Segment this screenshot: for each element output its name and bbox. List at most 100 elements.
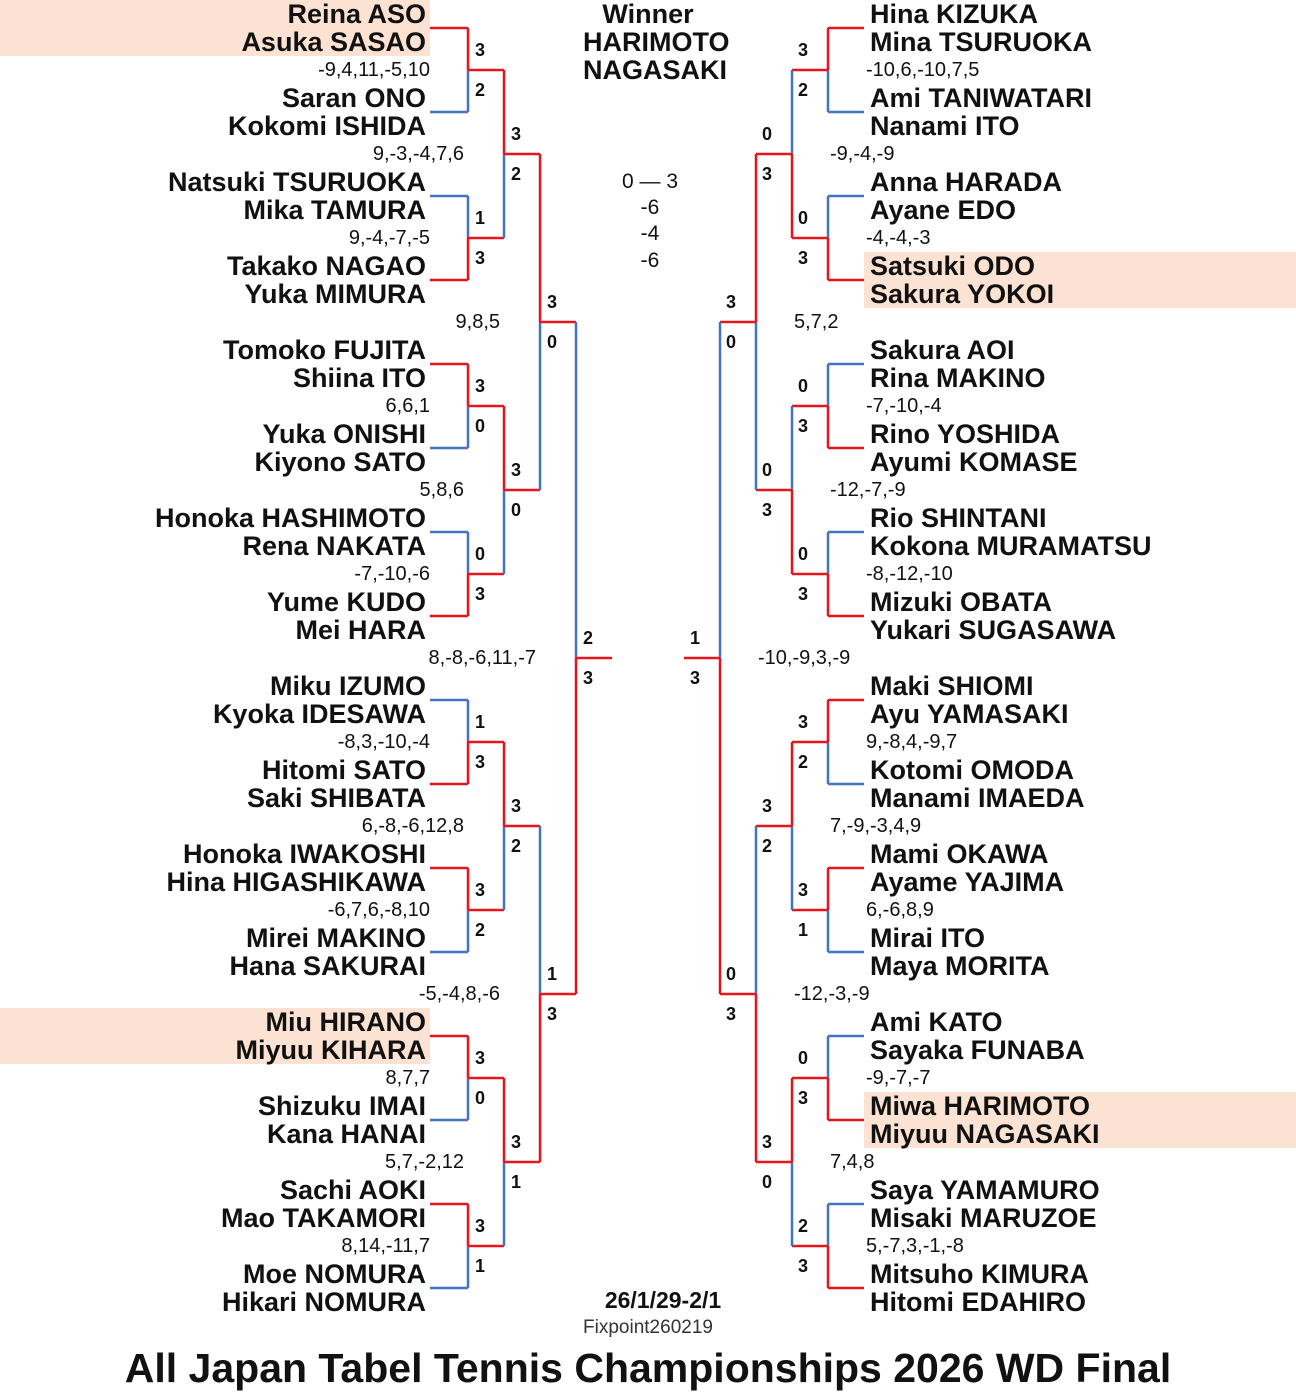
player-name: Tomoko FUJITA [223, 335, 426, 365]
game-scores: 7,4,8 [830, 1151, 875, 1173]
player-name: Miyuu NAGASAKI [870, 1119, 1100, 1149]
match-score-bottom: 0 [475, 1088, 486, 1108]
game-scores: -9,-7,-7 [866, 1067, 931, 1089]
game-scores: 6,-6,8,9 [866, 899, 934, 921]
player-name: Kiyono SATO [254, 447, 426, 477]
game-scores: 9,8,5 [455, 311, 500, 333]
match-score-top: 1 [547, 964, 558, 984]
player-name: Moe NOMURA [243, 1259, 426, 1289]
player-name: Maya MORITA [870, 951, 1050, 981]
winner-name-2: NAGASAKI [583, 55, 728, 85]
player-name: Maki SHIOMI [870, 671, 1034, 701]
player-name: Asuka SASAO [241, 27, 426, 57]
game-scores: 8,14,-11,7 [341, 1235, 430, 1257]
match-score-bottom: 0 [475, 416, 486, 436]
player-name: Miku IZUMO [270, 671, 426, 701]
player-name: Rina MAKINO [870, 363, 1046, 393]
player-name: Mizuki OBATA [870, 587, 1052, 617]
match-score-top: 0 [798, 1048, 809, 1068]
player-name: Saki SHIBATA [246, 783, 426, 813]
match-score-top: 3 [475, 1048, 486, 1068]
player-name: Kokona MURAMATSU [870, 531, 1152, 561]
player-name: Mina TSURUOKA [870, 27, 1092, 57]
match-score-bottom: 3 [762, 500, 773, 520]
match-score-top: 0 [798, 544, 809, 564]
player-name: Satsuki ODO [870, 251, 1036, 281]
match-score-top: 0 [726, 964, 737, 984]
highlight-pair [0, 0, 430, 56]
match-score-top: 3 [762, 796, 773, 816]
match-score-bottom: 1 [511, 1172, 522, 1192]
game-scores: 5,-7,3,-1,-8 [866, 1235, 964, 1257]
player-name: Hitomi SATO [261, 755, 426, 785]
match-score-top: 3 [798, 40, 809, 60]
player-name: Saran ONO [281, 83, 426, 113]
final-game-3: -6 [640, 249, 660, 272]
match-score-bottom: 3 [475, 584, 486, 604]
match-score-bottom: 2 [511, 164, 522, 184]
player-name: Miwa HARIMOTO [870, 1091, 1091, 1121]
player-name: Mao TAKAMORI [221, 1203, 426, 1233]
player-name: Kokomi ISHIDA [227, 111, 426, 141]
match-score-bottom: 0 [726, 332, 737, 352]
game-scores: -8,3,-10,-4 [337, 731, 430, 753]
match-score-bottom: 2 [475, 920, 486, 940]
player-name: Mami OKAWA [870, 839, 1049, 869]
player-name: Sayaka FUNABA [870, 1035, 1085, 1065]
game-scores: 6,6,1 [385, 395, 430, 417]
game-scores: -4,-4,-3 [866, 227, 931, 249]
match-score-bottom: 3 [583, 668, 594, 688]
match-score-bottom: 1 [798, 920, 809, 940]
match-score-bottom: 3 [475, 248, 486, 268]
match-score-bottom: 0 [762, 1172, 773, 1192]
game-scores: 9,-3,-4,7,6 [372, 143, 464, 165]
player-name: Hina HIGASHIKAWA [166, 867, 426, 897]
highlight-pair [864, 1092, 1296, 1148]
match-score-bottom: 3 [475, 752, 486, 772]
match-score-bottom: 3 [798, 584, 809, 604]
game-scores: 9,-4,-7,-5 [348, 227, 430, 249]
player-name: Rino YOSHIDA [870, 419, 1061, 449]
player-name: Rio SHINTANI [870, 503, 1047, 533]
match-score-bottom: 2 [798, 752, 809, 772]
match-score-bottom: 3 [690, 668, 701, 688]
player-name: Hitomi EDAHIRO [870, 1287, 1086, 1317]
player-name: Yume KUDO [266, 587, 426, 617]
player-name: Yukari SUGASAWA [870, 615, 1117, 645]
player-name: Ayane EDO [870, 195, 1017, 225]
player-name: Anna HARADA [870, 167, 1062, 197]
winner-name-1: HARIMOTO [583, 27, 730, 57]
game-scores: -7,-10,-4 [866, 395, 942, 417]
match-score-bottom: 3 [798, 416, 809, 436]
player-name: Sachi AOKI [279, 1175, 426, 1205]
final-game-1: -6 [640, 196, 660, 219]
game-scores: 8,7,7 [385, 1067, 430, 1089]
player-name: Shiina ITO [292, 363, 426, 393]
match-score-top: 1 [475, 208, 486, 228]
player-name: Sakura AOI [870, 335, 1015, 365]
game-scores: -9,-4,-9 [830, 143, 895, 165]
match-score-bottom: 1 [475, 1256, 486, 1276]
player-name: Misaki MARUZOE [870, 1203, 1097, 1233]
game-scores: 5,8,6 [419, 479, 464, 501]
game-scores: -12,-7,-9 [830, 479, 906, 501]
match-score-top: 0 [762, 460, 773, 480]
player-name: Hikari NOMURA [221, 1287, 426, 1317]
player-name: Kotomi OMODA [870, 755, 1074, 785]
match-score-top: 0 [798, 376, 809, 396]
match-score-top: 3 [511, 1132, 522, 1152]
winner-label: Winner [602, 0, 694, 29]
game-scores: 9,-8,4,-9,7 [866, 731, 958, 753]
game-scores: 8,-8,-6,11,-7 [428, 647, 536, 669]
match-score-bottom: 3 [762, 164, 773, 184]
match-score-bottom: 2 [762, 836, 773, 856]
player-name: Ami TANIWATARI [870, 83, 1092, 113]
match-score-top: 3 [511, 460, 522, 480]
player-name: Honoka IWAKOSHI [182, 839, 426, 869]
game-scores: -10,6,-10,7,5 [866, 59, 980, 81]
game-scores: 5,7,2 [794, 311, 839, 333]
player-name: Hana SAKURAI [229, 951, 426, 981]
match-score-top: 1 [475, 712, 486, 732]
game-scores: -10,-9,3,-9 [758, 647, 851, 669]
